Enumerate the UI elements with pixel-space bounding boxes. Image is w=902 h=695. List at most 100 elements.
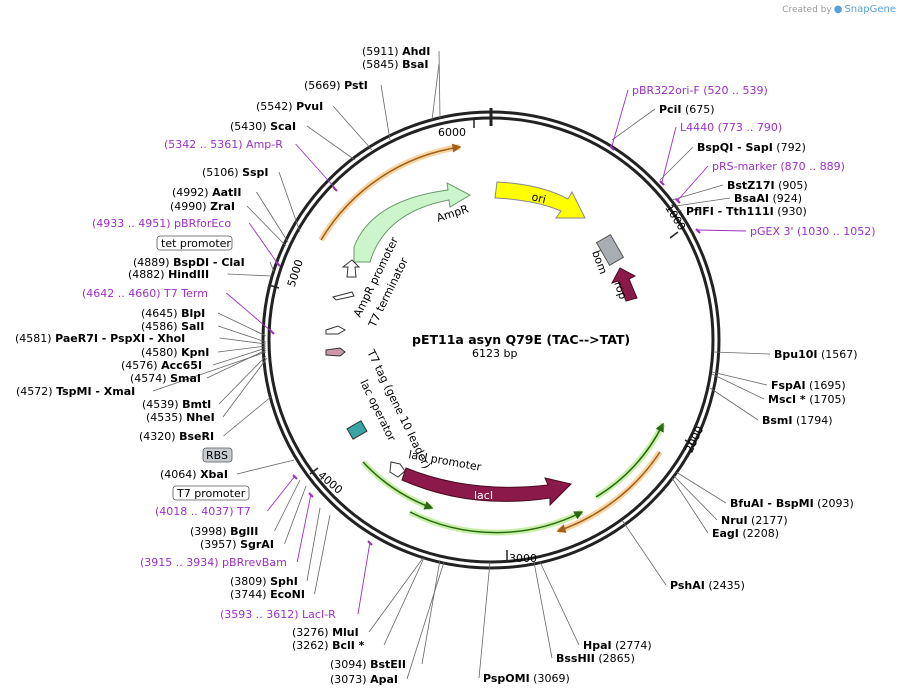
enzyme-label-42[interactable]: BstZ17I (905): [727, 179, 808, 192]
leader-2: [380, 84, 391, 141]
enzyme-label-34[interactable]: NruI (2177): [721, 514, 788, 527]
primer-leader-0: [611, 89, 629, 147]
feature-promoter-arrow[interactable]: [325, 325, 347, 335]
leader-23: [306, 507, 321, 582]
enzyme-label-4[interactable]: (5430) ScaI: [230, 120, 296, 133]
primer-label-8[interactable]: (3915 .. 3934) pBRrevBam: [140, 556, 287, 569]
primer-site-pbr322ori-f: [609, 145, 615, 151]
enzyme-label-21[interactable]: (3998) BglII: [190, 525, 258, 538]
enzyme-label-7[interactable]: (4990) ZraI: [170, 200, 235, 213]
enzyme-label-14[interactable]: (4576) Acc65I: [121, 359, 202, 372]
primer-label-3[interactable]: pGEX 3' (1030 .. 1052): [750, 225, 876, 238]
enzyme-label-22[interactable]: (3957) SgrAI: [200, 538, 274, 551]
enzyme-label-8[interactable]: (4889) BspDI - ClaI: [133, 256, 245, 269]
enzyme-label-0[interactable]: (5911) AhdI: [362, 45, 430, 58]
leader-32: [621, 519, 667, 586]
feature-lac-operator[interactable]: [346, 420, 368, 440]
primer-label-7[interactable]: (4018 .. 4037) T7: [155, 505, 251, 518]
primer-leader-3: [697, 229, 747, 232]
feature-t7-terminator[interactable]: [332, 291, 355, 301]
enzyme-label-38[interactable]: FspAI (1695): [771, 379, 846, 392]
enzyme-label-3[interactable]: (5542) PvuI: [256, 100, 323, 113]
leader-20: [236, 459, 295, 475]
leader-18: [222, 357, 268, 418]
enzyme-label-13[interactable]: (4580) KpnI: [141, 346, 209, 359]
primer-leader-1: [661, 126, 677, 183]
leader-35: [675, 471, 727, 504]
feature-ampr-promoter[interactable]: [341, 259, 361, 278]
enzyme-label-24[interactable]: (3744) EcoNI: [230, 588, 305, 601]
primer-site-t7term: [269, 329, 275, 335]
box-rbs: [202, 447, 233, 463]
enzyme-label-30[interactable]: BssHII (2865): [556, 652, 635, 665]
enzyme-label-28[interactable]: (3073) ApaI: [330, 673, 398, 686]
leader-43: [659, 146, 694, 181]
enzyme-label-36[interactable]: BsmI (1794): [762, 414, 833, 427]
primer-label-4[interactable]: (5342 .. 5361) Amp-R: [164, 138, 283, 151]
leader-21: [274, 479, 301, 532]
primer-leader-2: [677, 165, 709, 201]
enzyme-label-27[interactable]: (3094) BstEII: [330, 658, 406, 671]
enzyme-label-15[interactable]: (4574) SmaI: [130, 372, 201, 385]
feature-laci-promoter[interactable]: [389, 461, 406, 478]
leader-29: [478, 561, 491, 679]
primer-label-9[interactable]: (3593 .. 3612) LacI-R: [220, 608, 336, 621]
enzyme-label-25[interactable]: (3276) MluI: [292, 626, 359, 639]
leader-38: [711, 371, 768, 386]
primer-label-0[interactable]: pBR322ori-F (520 .. 539): [632, 84, 768, 97]
enzyme-label-1[interactable]: (5845) BsaI: [362, 58, 429, 71]
leader-6: [256, 191, 289, 243]
enzyme-label-31[interactable]: HpaI (2774): [583, 639, 652, 652]
primer-site-pbrforeco: [275, 261, 281, 267]
enzyme-label-6[interactable]: (4992) AatII: [172, 186, 241, 199]
label-laci-promoter: lacI promoter: [407, 448, 482, 474]
enzyme-label-40[interactable]: PflFI - Tth111I (930): [686, 205, 807, 218]
enzyme-label-29[interactable]: PspOMI (3069): [483, 672, 570, 685]
enzyme-label-9[interactable]: (4882) HindIII: [128, 268, 209, 281]
primer-site-laci-r: [367, 540, 373, 546]
feature-ori[interactable]: [494, 181, 586, 219]
leader-30: [533, 561, 553, 659]
enzyme-label-41[interactable]: BsaAI (924): [734, 192, 802, 205]
enzyme-label-10[interactable]: (4645) BlpI: [141, 307, 205, 320]
enzyme-label-16[interactable]: (4572) TspMI - XmaI: [16, 385, 135, 398]
enzyme-label-43[interactable]: BspQI - SapI (792): [697, 141, 806, 154]
feature-rop[interactable]: [610, 267, 638, 302]
enzyme-label-19[interactable]: (4320) BseRI: [139, 430, 214, 443]
enzyme-label-39[interactable]: Bpu10I (1567): [774, 348, 858, 361]
primer-label-2[interactable]: pRS-marker (870 .. 889): [712, 160, 845, 173]
enzyme-label-33[interactable]: EagI (2208): [712, 527, 779, 540]
feature-laci[interactable]: [401, 467, 572, 507]
leader-7: [246, 205, 287, 247]
enzyme-label-44[interactable]: PciI (675): [659, 103, 715, 116]
enzyme-label-5[interactable]: (5106) SspI: [202, 166, 269, 179]
feature-ampr[interactable]: [353, 182, 472, 263]
leader-16: [152, 351, 267, 392]
enzyme-label-32[interactable]: PshAI (2435): [670, 579, 745, 592]
enzyme-label-37[interactable]: MscI * (1705): [768, 393, 846, 406]
leader-8: [269, 261, 275, 273]
primer-label-5[interactable]: (4933 .. 4951) pBRforEco: [92, 217, 231, 230]
enzyme-label-26[interactable]: (3262) BclI *: [292, 639, 365, 652]
enzyme-label-20[interactable]: (4064) XbaI: [160, 468, 228, 481]
primer-site-l4440: [659, 180, 665, 186]
primer-label-1[interactable]: L4440 (773 .. 790): [680, 121, 782, 134]
enzyme-label-17[interactable]: (4539) BmtI: [142, 398, 211, 411]
leader-17: [218, 355, 267, 405]
enzyme-label-12[interactable]: (4581) PaeR7I - PspXI - XhoI: [15, 332, 185, 345]
leader-15: [206, 349, 267, 379]
leader-28: [406, 561, 445, 680]
tick-4000-mark: [309, 467, 319, 475]
feature-bom[interactable]: [595, 234, 625, 266]
enzyme-label-35[interactable]: BfuAI - BspMI (2093): [730, 497, 854, 510]
primer-leader-6: [226, 292, 273, 333]
feature-t7-tag[interactable]: [325, 347, 346, 357]
enzyme-label-18[interactable]: (4535) NheI: [146, 411, 215, 424]
leader-3: [332, 105, 373, 151]
enzyme-label-11[interactable]: (4586) SalI: [141, 320, 204, 333]
primer-label-6[interactable]: (4642 .. 4660) T7 Term: [82, 287, 208, 300]
enzyme-label-2[interactable]: (5669) PstI: [304, 79, 368, 92]
label-ori: ori: [530, 190, 547, 206]
enzyme-label-23[interactable]: (3809) SphI: [230, 575, 298, 588]
